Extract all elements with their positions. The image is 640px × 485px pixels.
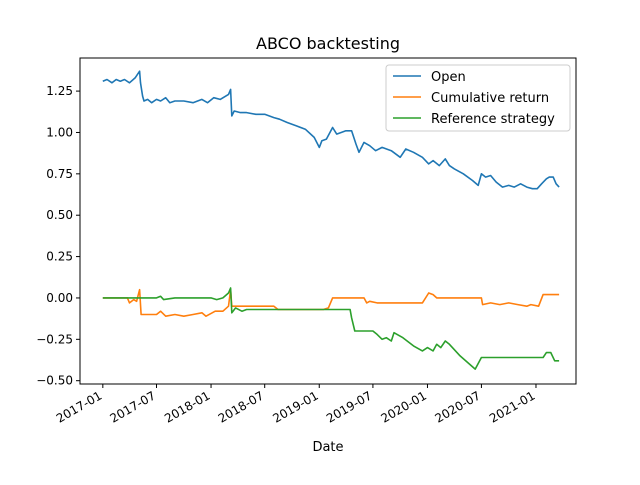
y-tick-label: −0.25 — [36, 332, 73, 346]
y-tick-label: −0.50 — [36, 374, 73, 388]
y-tick-label: 0.25 — [46, 250, 73, 264]
x-axis-label: Date — [312, 440, 343, 455]
series-layer — [102, 70, 560, 370]
y-axis: 1.25 1.00 0.75 0.50 0.25 0.00 −0.25 −0.50 — [36, 84, 80, 388]
legend-label-0: Open — [431, 70, 466, 85]
legend: Open Cumulative return Reference strategy — [385, 64, 571, 132]
series-line-2 — [102, 287, 560, 370]
legend-label-2: Reference strategy — [431, 112, 555, 127]
y-tick-label: 1.00 — [46, 125, 73, 139]
legend-box — [385, 64, 571, 132]
chart-title: ABCO backtesting — [256, 34, 400, 53]
series-line-0 — [102, 70, 560, 190]
plot-area-frame — [79, 57, 577, 385]
y-tick-label: 1.25 — [46, 84, 73, 98]
legend-label-1: Cumulative return — [431, 91, 549, 106]
y-tick-label: 0.75 — [46, 167, 73, 181]
y-tick-label: 0.50 — [46, 208, 73, 222]
y-tick-label: 0.00 — [46, 291, 73, 305]
